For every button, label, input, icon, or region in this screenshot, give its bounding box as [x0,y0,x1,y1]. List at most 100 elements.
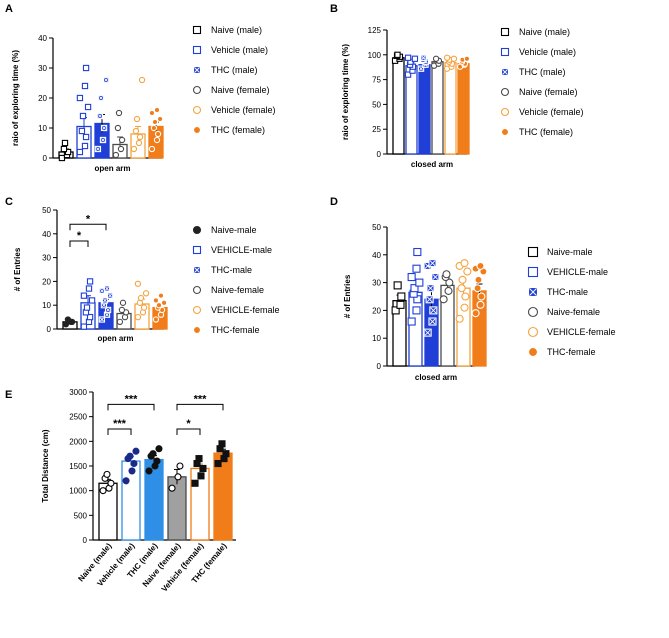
panel-c-legend-label: Naive-female [211,285,264,295]
panel-b-data-point [411,55,419,62]
panel-a-data-point [148,109,156,117]
panel-d-data-point [473,284,482,293]
panel-c-ytick-label: 40 [42,230,51,239]
panel-e-data-point [128,467,136,475]
panel-c-data-point [116,318,124,326]
panel-d-data-point-x [426,296,433,303]
panel-a-data-point [117,145,125,153]
panel-d-data-point [391,306,400,315]
panel-a-data-point [148,145,156,153]
panel-d-data-point [442,270,451,279]
panel-d-data-point [474,275,483,284]
panel-c-data-point-x [102,303,106,308]
panel-a-data-point [112,151,120,159]
panel-a-data-point [78,127,86,135]
panel-d-legend-marker-x [529,288,537,296]
panel-b-bar [457,63,470,155]
panel-c-data-point-x [103,298,107,303]
panel-b-ylabel: raio of exploring time (%) [341,44,350,140]
panel-d-legend-marker [527,346,539,358]
panel-a-data-point [82,64,90,72]
panel-a-legend-marker-x [194,67,200,73]
panel-d-data-point [407,317,416,326]
panel-e-significance-bracket [176,428,201,435]
panel-e-significance-label: *** [125,393,139,405]
panel-e-ytick-label: 3000 [69,388,87,397]
panel-a-data-point [118,136,126,144]
panel-d-data-point [415,278,424,287]
panel-e-letter: E [5,389,12,401]
panel-c-data-point [160,299,168,306]
panel-c-data-point [157,292,165,299]
panel-e-significance-bracket [107,428,132,435]
panel-b-data-point [432,55,440,62]
panel-b-ytick-label: 50 [372,100,381,109]
panel-a-data-point-x [101,138,105,142]
panel-c-data-point [152,297,160,304]
panel-d-legend-label: VEHICLE-male [547,267,608,277]
panel-d-legend-marker [527,326,539,338]
panel-e-data-point [122,477,130,485]
panel-d-legend-label: Naive-male [547,247,593,257]
panel-c-ytick-label: 50 [42,206,51,215]
panel-d-legend-marker [527,306,539,318]
panel-c-data-point [64,316,72,323]
panel-e-ylabel: Total Distance (cm) [41,429,50,503]
panel-e-significance-label: * [186,418,191,430]
panel-a-data-point [153,136,161,144]
panel-b-bar [444,62,457,155]
panel-d-data-point-x [432,274,439,280]
panel-a-legend-marker [192,45,202,55]
panel-a-letter: A [5,3,13,15]
panel-a-data-point [58,154,66,162]
panel-c-data-point-x [105,286,109,291]
panel-a-data-point [82,133,90,141]
panel-e-data-point [174,473,182,481]
panel-a-data-point [130,145,138,153]
panel-b-data-point [450,55,458,62]
panel-a-data-point [132,127,140,135]
panel-a-data-point [60,145,68,153]
panel-a-data-point-x [104,78,108,82]
panel-d-ytick-label: 50 [372,223,381,232]
panel-c-legend-marker [192,225,202,235]
panel-c-data-point-x [100,317,104,322]
panel-b-bar [418,64,431,155]
panel-d-data-point [461,292,470,301]
panel-a-data-point-x [96,147,100,151]
panel-e-ytick-label: 0 [83,536,88,545]
panel-a-ytick-label: 10 [38,124,47,133]
panel-a-data-point [156,115,164,123]
panel-b-legend-label: Naive (male) [519,27,570,37]
panel-d-legend-label: Naive-female [547,307,600,317]
panel-e-data-point [214,459,222,468]
panel-c-data-point [155,302,163,309]
panel-c-data-point [134,280,142,287]
panel-d-data-point [439,295,448,304]
panel-e-data-point [132,447,140,455]
panel-e-data-point [149,450,157,458]
panel-c-data-point-x [105,312,109,317]
panel-a-legend-marker [192,85,202,95]
panel-d-data-point-x [429,260,436,266]
panel-b-legend-label: THC (male) [519,67,566,77]
panel-a-data-point-x [99,96,103,100]
panel-d-data-point [393,281,402,290]
panel-a-legend-label: Naive (male) [211,25,262,35]
panel-b-legend-label: Naive (female) [519,87,578,97]
panel-c-legend-label: Naive-male [211,225,257,235]
panel-b-ytick-label: 100 [368,51,382,60]
panel-e-data-point [155,445,163,453]
panel-d-data-point-x [427,285,434,291]
panel-d-legend-marker [527,266,539,278]
panel-d-data-point [458,275,467,284]
panel-d-data-point [413,247,422,257]
panel-a-data-point [151,118,159,126]
panel-d-bar [408,291,423,367]
panel-d-data-point [407,272,416,282]
panel-e-data-point [168,484,176,492]
panel-a-xlabel: open arm [94,164,130,173]
panel-e-significance-label: *** [113,418,127,430]
panel-a-data-point [133,115,141,123]
panel-c-significance-bracket [69,223,107,231]
